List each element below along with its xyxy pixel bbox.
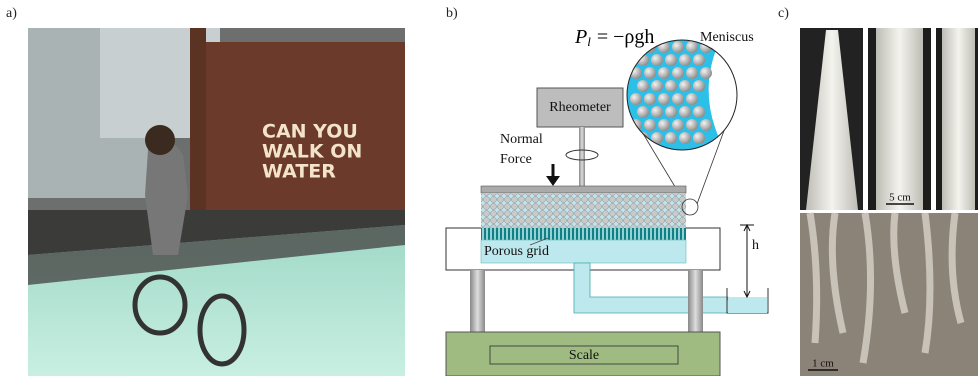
figure: a) CAN YOU WALK ON WATER b) Pl= −ρgh Men… — [0, 0, 978, 376]
panel-label: c) — [778, 6, 789, 21]
bead — [686, 119, 698, 131]
bead — [693, 54, 705, 66]
formula: Pl= −ρgh — [574, 26, 654, 49]
bead — [686, 93, 698, 105]
sign-text: WATER — [262, 161, 336, 183]
meniscus-label: Meniscus — [700, 30, 754, 45]
bead — [693, 132, 705, 144]
bead — [665, 80, 677, 92]
bead — [700, 119, 712, 131]
height-label: h — [752, 238, 759, 253]
bead — [651, 132, 663, 144]
sign-text: CAN YOU — [262, 121, 358, 143]
scale-bar-label: 5 cm — [889, 192, 911, 204]
bead — [630, 93, 642, 105]
grid-label: Porous grid — [484, 244, 549, 259]
scale-bar-label: 1 cm — [812, 358, 834, 370]
bead — [679, 132, 691, 144]
bead — [651, 54, 663, 66]
bead — [672, 93, 684, 105]
bead — [693, 80, 705, 92]
panel-label: a) — [6, 6, 17, 21]
bead — [644, 119, 656, 131]
photo-bike: CAN YOU WALK ON WATER — [28, 28, 405, 376]
bead — [644, 67, 656, 79]
bead — [651, 80, 663, 92]
bead — [700, 67, 712, 79]
bead — [693, 106, 705, 118]
bead — [658, 93, 670, 105]
panel-label: b) — [446, 6, 458, 21]
bead — [665, 132, 677, 144]
bead — [672, 67, 684, 79]
bead — [651, 106, 663, 118]
bead — [672, 119, 684, 131]
bead — [658, 119, 670, 131]
bead — [672, 41, 684, 53]
diagram: Pl= −ρgh Meniscus Rheometer Normal Force… — [446, 26, 768, 376]
sign-text: WALK ON — [262, 141, 362, 163]
force-label: Normal — [500, 132, 543, 147]
bead — [637, 80, 649, 92]
bead — [686, 67, 698, 79]
bead — [644, 93, 656, 105]
bead — [658, 67, 670, 79]
bead — [665, 54, 677, 66]
bead — [679, 80, 691, 92]
rheometer-label: Rheometer — [549, 100, 611, 115]
force-label: Force — [500, 152, 532, 167]
bead — [679, 54, 691, 66]
bead — [665, 106, 677, 118]
scale-label: Scale — [569, 348, 599, 363]
bead — [637, 106, 649, 118]
bead — [686, 41, 698, 53]
bead — [679, 106, 691, 118]
photo-channels: 5 cm 1 cm — [800, 28, 978, 376]
